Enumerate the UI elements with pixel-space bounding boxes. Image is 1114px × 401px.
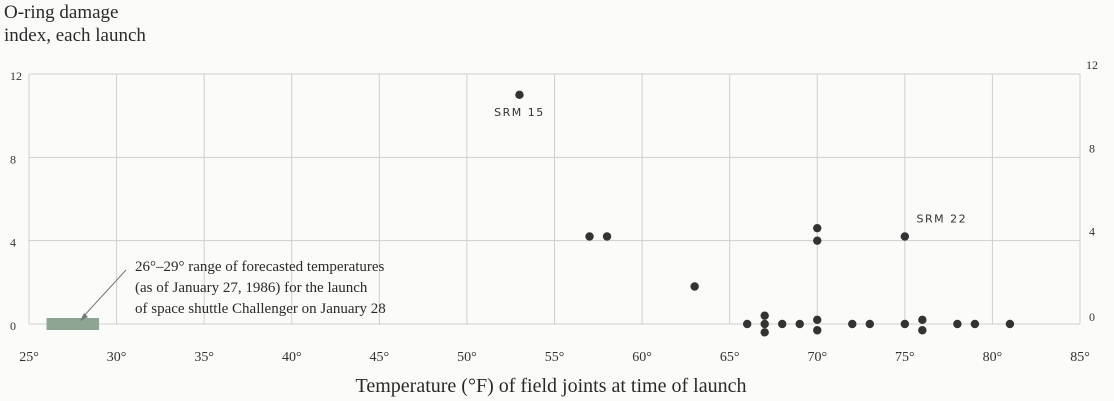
x-axis-label: Temperature (°F) of field joints at time… [356,375,747,397]
x-tick-label: 60° [632,350,652,365]
y-axis-label-line: index, each launch [4,25,146,46]
point-labels: SRM 15 SRM 22 [494,106,968,226]
y-tick-label-left: 0 [10,319,16,333]
data-point [760,328,769,337]
x-tick-label: 75° [895,350,915,365]
data-point [970,319,980,329]
data-point [900,232,910,241]
x-tick-label: 50° [457,350,477,365]
data-point [778,319,787,329]
forecast-annotation-line: of space shuttle Challenger on January 2… [135,301,386,317]
y-tick-label-right: 4 [1089,225,1095,239]
y-tick-label-right: 12 [1086,58,1098,72]
y-ticks-left: 0 4 8 12 [10,69,22,333]
forecast-arrowhead [80,313,88,321]
x-tick-label: 65° [720,350,740,365]
data-point [865,319,874,329]
data-point [813,236,822,245]
x-tick-label: 70° [807,350,827,365]
y-tick-label-left: 4 [10,236,16,250]
data-point [760,319,769,329]
data-point [742,319,752,329]
x-tick-label: 25° [19,350,39,365]
forecast-annotation-line: 26°–29° range of forecasted temperatures [135,259,385,275]
x-ticks: 25° 30° 35° 40° 45° 50° 55° 60° 65° 70° 75° 80° 85° [19,350,1090,365]
data-point [900,319,910,329]
data-point [585,232,594,241]
y-tick-label-right: 8 [1089,141,1095,155]
data-point [515,90,524,100]
forecast-range-bar [46,318,100,330]
data-point [813,326,822,335]
y-tick-label-left: 8 [10,152,16,166]
data-point [848,319,857,329]
data-point [795,319,804,329]
x-tick-label: 35° [194,350,214,365]
x-tick-label: 45° [370,350,390,365]
y-ticks-right: 0 4 8 12 [1086,58,1098,324]
forecast-arrow [81,269,127,319]
data-points [515,90,1015,337]
point-label: SRM 15 [494,106,545,119]
x-tick-label: 55° [545,350,565,365]
data-point [760,311,769,320]
x-tick-label: 80° [983,350,1003,365]
x-tick-label: 30° [107,350,127,365]
forecast-annotation-line: (as of January 27, 1986) for the launch [135,280,368,296]
y-axis-label-line: O-ring damage [4,2,118,23]
y-tick-label-right: 0 [1089,310,1095,324]
data-point [813,315,822,325]
data-point [918,315,927,325]
data-point [1005,319,1015,329]
point-label: SRM 22 [917,213,968,226]
y-tick-label-left: 12 [10,69,22,83]
x-tick-label: 40° [282,350,302,365]
forecast-range: 26°–29° range of forecasted temperatures… [46,259,386,330]
data-point [953,319,962,329]
x-tick-label: 85° [1070,350,1090,365]
data-point [690,282,699,291]
data-point [602,232,612,241]
data-point [813,223,822,233]
data-point [918,326,927,335]
